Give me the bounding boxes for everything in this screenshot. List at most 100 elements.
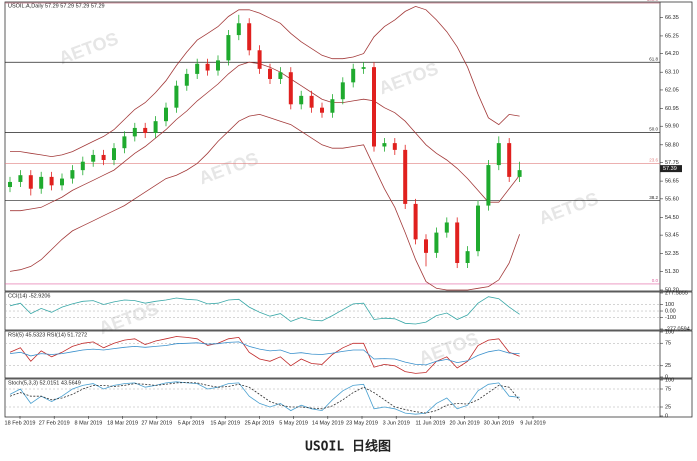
- y-tick-label: 50.20: [665, 287, 679, 293]
- panel-frame: [4, 378, 693, 418]
- candle-body: [496, 143, 501, 166]
- candle-body: [455, 222, 460, 263]
- y-tick-label: 52.35: [665, 251, 679, 257]
- candle-body: [216, 60, 220, 71]
- y-tick-label: 59.90: [665, 124, 679, 130]
- candle-body: [320, 107, 324, 113]
- candle-body: [476, 205, 480, 252]
- candle-body: [18, 175, 23, 182]
- y-tick-label: 63.10: [665, 70, 679, 76]
- watermark: AETOS: [416, 328, 481, 368]
- y-tick-label: 58.80: [665, 142, 679, 148]
- y-tick-label: 51.30: [665, 269, 679, 275]
- indicator-line: [9, 113, 520, 291]
- x-tick-label: 15 Apr 2019: [210, 420, 240, 426]
- level-label: 0.0: [652, 278, 659, 283]
- candle-body: [112, 148, 116, 161]
- last-price-box: [660, 165, 682, 173]
- watermark: AETOS: [536, 188, 601, 228]
- candle-body: [434, 232, 439, 253]
- candle-body: [507, 143, 512, 177]
- candle-body: [309, 95, 314, 108]
- y-tick-label: 66.35: [665, 15, 679, 21]
- candle-body: [91, 154, 96, 162]
- y-tick-label: 54.50: [665, 215, 679, 221]
- y-tick-label: 100: [665, 329, 674, 335]
- y-tick-label: 57.75: [665, 160, 679, 166]
- panel-title: CCI(14) -52.9206: [8, 293, 51, 299]
- candle-body: [39, 176, 44, 189]
- level-label: 61.8: [649, 56, 658, 61]
- candle-body: [299, 95, 304, 105]
- indicator-line: [9, 341, 520, 366]
- y-tick-label: 75: [665, 386, 671, 392]
- x-tick-label: 23 May 2019: [346, 420, 378, 426]
- indicator-line: [9, 381, 520, 415]
- x-tick-label: 27 Feb 2019: [39, 420, 70, 426]
- candle-body: [486, 165, 491, 206]
- candle-body: [236, 23, 241, 36]
- y-tick-label: 65.25: [665, 33, 679, 39]
- y-tick-label: 0: [665, 413, 668, 419]
- candle-body: [132, 127, 137, 137]
- candle-body: [70, 170, 75, 179]
- candle-body: [413, 203, 418, 240]
- y-tick-label: -277.0594: [665, 326, 690, 332]
- y-tick-label: 277.5855: [665, 290, 688, 296]
- panel-frame: [4, 330, 693, 379]
- last-price-label: 57.39: [663, 166, 677, 172]
- panel-title: Stoch(5,3,3) 52.0151 43.5649: [8, 380, 81, 386]
- x-tick-label: 5 May 2019: [279, 420, 308, 426]
- candle-body: [205, 63, 210, 71]
- y-tick-label: 75: [665, 341, 671, 347]
- candle-body: [122, 136, 127, 149]
- candle-body: [444, 222, 449, 233]
- y-tick-label: 60.95: [665, 106, 679, 112]
- level-label: 100.0: [647, 0, 659, 2]
- y-tick-label: 64.20: [665, 51, 679, 57]
- y-tick-label: 56.65: [665, 179, 679, 185]
- watermark: AETOS: [376, 58, 441, 98]
- x-tick-label: 11 Jun 2019: [415, 420, 445, 426]
- candle-body: [60, 178, 64, 186]
- indicator-line: [10, 61, 520, 212]
- y-tick-label: 55.60: [665, 196, 679, 202]
- candle-body: [49, 176, 54, 186]
- candle-body: [174, 85, 179, 108]
- candle-body: [465, 251, 470, 263]
- candle-body: [392, 143, 397, 150]
- candle-body: [288, 72, 293, 105]
- level-label: 38.2: [649, 195, 658, 200]
- candle-body: [340, 82, 345, 100]
- candle-body: [80, 161, 85, 171]
- indicator-line: [10, 5, 520, 158]
- y-tick-label: 100: [665, 377, 674, 383]
- x-tick-label: 8 Mar 2019: [74, 420, 102, 426]
- watermark: AETOS: [196, 148, 261, 188]
- candle-body: [28, 175, 33, 189]
- candle-body: [372, 67, 376, 147]
- candle-body: [8, 181, 12, 188]
- candle-body: [101, 154, 106, 161]
- candle-body: [195, 63, 200, 74]
- caption: USOIL 日线图: [305, 439, 391, 455]
- candle-body: [361, 67, 366, 69]
- candle-body: [184, 73, 189, 86]
- candle-body: [330, 99, 335, 113]
- panel-frame: [4, 1, 693, 292]
- level-label: 23.6: [649, 158, 658, 163]
- panel-title: USOIL.A,Daily 57.29 57.29 57.29 57.29: [8, 3, 105, 9]
- panel-title: RSI(5) 45.5323 RSI(14) 51.7272: [8, 332, 87, 338]
- x-tick-label: 25 Apr 2019: [245, 420, 275, 426]
- candle-body: [403, 149, 408, 204]
- y-tick-label: 0: [665, 374, 668, 380]
- y-tick-label: 53.45: [665, 233, 679, 239]
- y-tick-label: -100: [665, 315, 676, 321]
- level-label: 50.0: [649, 127, 658, 132]
- candle-body: [278, 72, 283, 79]
- candle-body: [351, 68, 356, 83]
- candle-body: [268, 68, 272, 79]
- x-tick-label: 3 Jun 2019: [383, 420, 410, 426]
- x-tick-label: 18 Mar 2019: [107, 420, 138, 426]
